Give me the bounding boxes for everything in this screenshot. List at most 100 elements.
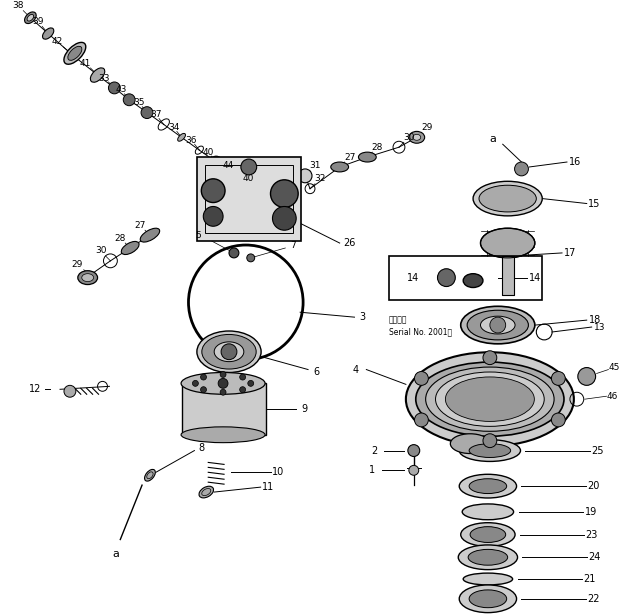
Circle shape [241, 159, 257, 175]
Ellipse shape [446, 377, 534, 421]
Bar [502, 256, 514, 295]
Text: 29: 29 [71, 260, 82, 269]
Circle shape [483, 434, 497, 448]
Text: 28: 28 [371, 143, 383, 152]
Ellipse shape [469, 590, 507, 608]
Text: 20: 20 [588, 481, 600, 491]
Ellipse shape [177, 133, 186, 141]
Text: 12: 12 [29, 384, 41, 394]
Ellipse shape [42, 28, 54, 39]
Text: Serial No. 2001～: Serial No. 2001～ [389, 327, 452, 336]
Ellipse shape [197, 331, 261, 373]
Ellipse shape [463, 573, 512, 585]
Ellipse shape [469, 443, 511, 458]
Circle shape [490, 317, 506, 333]
Text: 40: 40 [242, 174, 254, 183]
Circle shape [220, 371, 226, 378]
Text: 17: 17 [564, 248, 576, 258]
Text: a: a [112, 549, 119, 559]
Ellipse shape [214, 342, 244, 362]
Ellipse shape [144, 469, 156, 481]
Ellipse shape [416, 362, 564, 436]
Ellipse shape [121, 242, 139, 255]
Ellipse shape [481, 316, 515, 334]
Text: 41: 41 [80, 58, 91, 68]
Circle shape [141, 106, 153, 119]
Circle shape [109, 82, 120, 94]
Ellipse shape [436, 372, 544, 426]
Ellipse shape [140, 228, 159, 242]
Text: 22: 22 [588, 594, 600, 604]
Text: 15: 15 [588, 199, 601, 208]
Text: 29: 29 [421, 123, 432, 132]
Ellipse shape [473, 181, 542, 216]
Text: 適用車號: 適用車號 [389, 315, 408, 325]
Circle shape [201, 179, 225, 202]
Text: 21: 21 [584, 574, 596, 584]
Text: 18: 18 [589, 315, 601, 325]
Ellipse shape [409, 132, 424, 143]
Text: 37: 37 [150, 110, 162, 119]
Circle shape [123, 94, 135, 106]
Text: 38: 38 [12, 1, 24, 10]
Circle shape [250, 183, 262, 194]
Ellipse shape [461, 523, 515, 546]
Ellipse shape [459, 440, 521, 461]
Text: 14: 14 [407, 272, 419, 283]
Circle shape [409, 466, 419, 475]
Circle shape [414, 413, 428, 427]
Text: 19: 19 [584, 507, 597, 517]
Text: 28: 28 [114, 234, 126, 242]
Circle shape [221, 344, 237, 360]
Circle shape [239, 374, 246, 380]
Bar [205, 165, 293, 233]
Text: 39: 39 [32, 17, 44, 26]
Text: 5: 5 [196, 231, 201, 240]
Text: 43: 43 [116, 85, 127, 94]
Text: 36: 36 [186, 136, 198, 145]
Text: 13: 13 [594, 322, 605, 331]
Circle shape [408, 445, 420, 456]
Ellipse shape [64, 42, 86, 64]
Circle shape [272, 207, 296, 230]
Ellipse shape [461, 306, 535, 344]
Text: 40: 40 [202, 148, 214, 157]
Circle shape [271, 180, 298, 207]
Text: 7: 7 [291, 240, 296, 250]
Text: 25: 25 [591, 445, 604, 456]
Ellipse shape [462, 504, 514, 520]
Bar [198, 157, 301, 241]
Ellipse shape [467, 310, 528, 340]
Circle shape [210, 156, 222, 168]
Text: 11: 11 [262, 482, 274, 492]
Text: 6: 6 [313, 367, 319, 376]
Ellipse shape [199, 486, 214, 498]
Text: 14: 14 [529, 272, 541, 283]
Ellipse shape [459, 585, 516, 613]
Text: 33: 33 [99, 74, 110, 82]
Text: 8: 8 [198, 443, 204, 453]
Circle shape [414, 371, 428, 386]
Text: 44: 44 [222, 162, 234, 170]
Text: 16: 16 [569, 157, 581, 167]
Ellipse shape [406, 352, 574, 446]
Ellipse shape [331, 162, 349, 172]
Ellipse shape [91, 68, 105, 82]
Text: 42: 42 [51, 37, 62, 46]
Ellipse shape [426, 367, 554, 431]
Circle shape [298, 169, 312, 183]
Text: 32: 32 [314, 174, 326, 183]
Ellipse shape [24, 12, 36, 23]
Circle shape [551, 413, 565, 427]
Ellipse shape [459, 474, 516, 498]
Text: 46: 46 [607, 392, 618, 401]
Ellipse shape [470, 526, 506, 542]
Ellipse shape [202, 335, 256, 369]
Text: a: a [489, 134, 496, 145]
Text: 31: 31 [309, 162, 321, 170]
Text: 30: 30 [95, 247, 106, 255]
Text: 9: 9 [301, 404, 307, 414]
Text: 35: 35 [133, 98, 145, 107]
Ellipse shape [479, 185, 536, 212]
Circle shape [247, 254, 255, 262]
